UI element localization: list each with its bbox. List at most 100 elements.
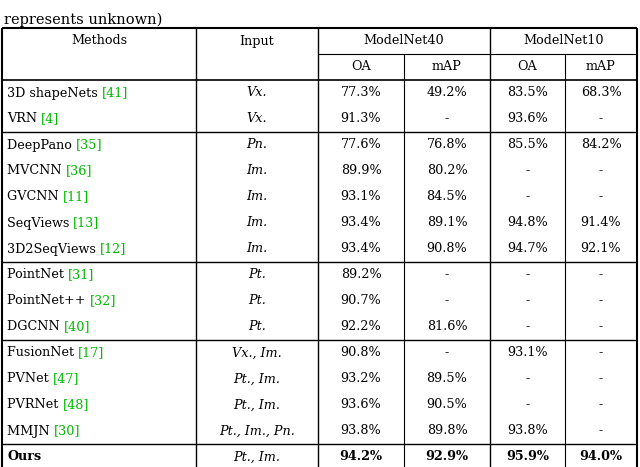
Text: 92.1%: 92.1% bbox=[580, 242, 621, 255]
Text: 84.5%: 84.5% bbox=[427, 191, 467, 204]
Text: Pt., Im., Pn.: Pt., Im., Pn. bbox=[219, 425, 295, 438]
Text: 85.5%: 85.5% bbox=[507, 139, 548, 151]
Text: 91.4%: 91.4% bbox=[580, 217, 621, 229]
Text: 93.8%: 93.8% bbox=[340, 425, 381, 438]
Text: [31]: [31] bbox=[68, 269, 94, 282]
Text: 90.5%: 90.5% bbox=[427, 398, 467, 411]
Text: [36]: [36] bbox=[66, 164, 92, 177]
Text: -: - bbox=[599, 269, 603, 282]
Text: -: - bbox=[599, 425, 603, 438]
Text: 80.2%: 80.2% bbox=[427, 164, 467, 177]
Text: -: - bbox=[599, 164, 603, 177]
Text: [17]: [17] bbox=[78, 347, 104, 360]
Text: mAP: mAP bbox=[586, 61, 616, 73]
Text: 93.2%: 93.2% bbox=[340, 373, 381, 385]
Text: 93.8%: 93.8% bbox=[507, 425, 548, 438]
Text: -: - bbox=[599, 347, 603, 360]
Text: 93.4%: 93.4% bbox=[340, 217, 381, 229]
Text: 76.8%: 76.8% bbox=[427, 139, 467, 151]
Text: 94.2%: 94.2% bbox=[339, 451, 383, 464]
Text: Im.: Im. bbox=[246, 242, 268, 255]
Text: 49.2%: 49.2% bbox=[427, 86, 467, 99]
Text: 93.1%: 93.1% bbox=[340, 191, 381, 204]
Text: [30]: [30] bbox=[54, 425, 80, 438]
Text: 77.3%: 77.3% bbox=[340, 86, 381, 99]
Text: -: - bbox=[599, 113, 603, 126]
Text: -: - bbox=[525, 295, 530, 307]
Text: mAP: mAP bbox=[432, 61, 462, 73]
Text: SeqViews: SeqViews bbox=[7, 217, 74, 229]
Text: 89.5%: 89.5% bbox=[427, 373, 467, 385]
Text: Pn.: Pn. bbox=[246, 139, 268, 151]
Text: -: - bbox=[599, 295, 603, 307]
Text: -: - bbox=[525, 164, 530, 177]
Text: 94.7%: 94.7% bbox=[507, 242, 548, 255]
Text: 90.7%: 90.7% bbox=[340, 295, 381, 307]
Text: 90.8%: 90.8% bbox=[427, 242, 467, 255]
Text: [40]: [40] bbox=[64, 320, 90, 333]
Text: PointNet: PointNet bbox=[7, 269, 68, 282]
Text: -: - bbox=[445, 347, 449, 360]
Text: 90.8%: 90.8% bbox=[340, 347, 381, 360]
Text: -: - bbox=[525, 398, 530, 411]
Text: 89.2%: 89.2% bbox=[340, 269, 381, 282]
Text: Pt.: Pt. bbox=[248, 320, 266, 333]
Text: -: - bbox=[525, 373, 530, 385]
Text: [35]: [35] bbox=[76, 139, 102, 151]
Text: Pt., Im.: Pt., Im. bbox=[234, 398, 280, 411]
Text: 89.8%: 89.8% bbox=[427, 425, 467, 438]
Text: Im.: Im. bbox=[246, 164, 268, 177]
Text: -: - bbox=[525, 191, 530, 204]
Text: Pt.: Pt. bbox=[248, 269, 266, 282]
Text: DGCNN: DGCNN bbox=[7, 320, 64, 333]
Text: 68.3%: 68.3% bbox=[580, 86, 621, 99]
Text: 81.6%: 81.6% bbox=[427, 320, 467, 333]
Text: FusionNet: FusionNet bbox=[7, 347, 78, 360]
Text: -: - bbox=[599, 320, 603, 333]
Text: Pt., Im.: Pt., Im. bbox=[234, 451, 280, 464]
Text: [12]: [12] bbox=[100, 242, 126, 255]
Text: Pt., Im.: Pt., Im. bbox=[234, 373, 280, 385]
Text: Vx.: Vx. bbox=[247, 86, 268, 99]
Text: MVCNN: MVCNN bbox=[7, 164, 66, 177]
Text: -: - bbox=[599, 398, 603, 411]
Text: 93.6%: 93.6% bbox=[507, 113, 548, 126]
Text: 93.1%: 93.1% bbox=[507, 347, 548, 360]
Text: 94.0%: 94.0% bbox=[579, 451, 623, 464]
Text: Im.: Im. bbox=[246, 191, 268, 204]
Text: VRN: VRN bbox=[7, 113, 41, 126]
Text: 93.6%: 93.6% bbox=[340, 398, 381, 411]
Text: [4]: [4] bbox=[41, 113, 60, 126]
Text: represents unknown): represents unknown) bbox=[4, 13, 163, 28]
Text: 89.1%: 89.1% bbox=[427, 217, 467, 229]
Text: Vx.: Vx. bbox=[247, 113, 268, 126]
Text: -: - bbox=[445, 295, 449, 307]
Text: -: - bbox=[525, 320, 530, 333]
Text: Input: Input bbox=[239, 35, 275, 48]
Text: 91.3%: 91.3% bbox=[340, 113, 381, 126]
Text: 83.5%: 83.5% bbox=[507, 86, 548, 99]
Text: MMJN: MMJN bbox=[7, 425, 54, 438]
Text: 89.9%: 89.9% bbox=[340, 164, 381, 177]
Text: [41]: [41] bbox=[102, 86, 128, 99]
Text: 84.2%: 84.2% bbox=[580, 139, 621, 151]
Text: Pt.: Pt. bbox=[248, 295, 266, 307]
Text: ModelNet10: ModelNet10 bbox=[524, 35, 604, 48]
Text: PVNet: PVNet bbox=[7, 373, 52, 385]
Text: Im.: Im. bbox=[246, 217, 268, 229]
Text: PVRNet: PVRNet bbox=[7, 398, 62, 411]
Text: 77.6%: 77.6% bbox=[340, 139, 381, 151]
Text: -: - bbox=[445, 269, 449, 282]
Text: DeepPano: DeepPano bbox=[7, 139, 76, 151]
Text: PointNet++: PointNet++ bbox=[7, 295, 90, 307]
Text: 92.2%: 92.2% bbox=[340, 320, 381, 333]
Text: [47]: [47] bbox=[52, 373, 79, 385]
Text: [13]: [13] bbox=[74, 217, 100, 229]
Text: -: - bbox=[445, 113, 449, 126]
Text: OA: OA bbox=[351, 61, 371, 73]
Text: 92.9%: 92.9% bbox=[426, 451, 468, 464]
Text: -: - bbox=[599, 373, 603, 385]
Text: Methods: Methods bbox=[71, 35, 127, 48]
Text: 3D2SeqViews: 3D2SeqViews bbox=[7, 242, 100, 255]
Text: 94.8%: 94.8% bbox=[507, 217, 548, 229]
